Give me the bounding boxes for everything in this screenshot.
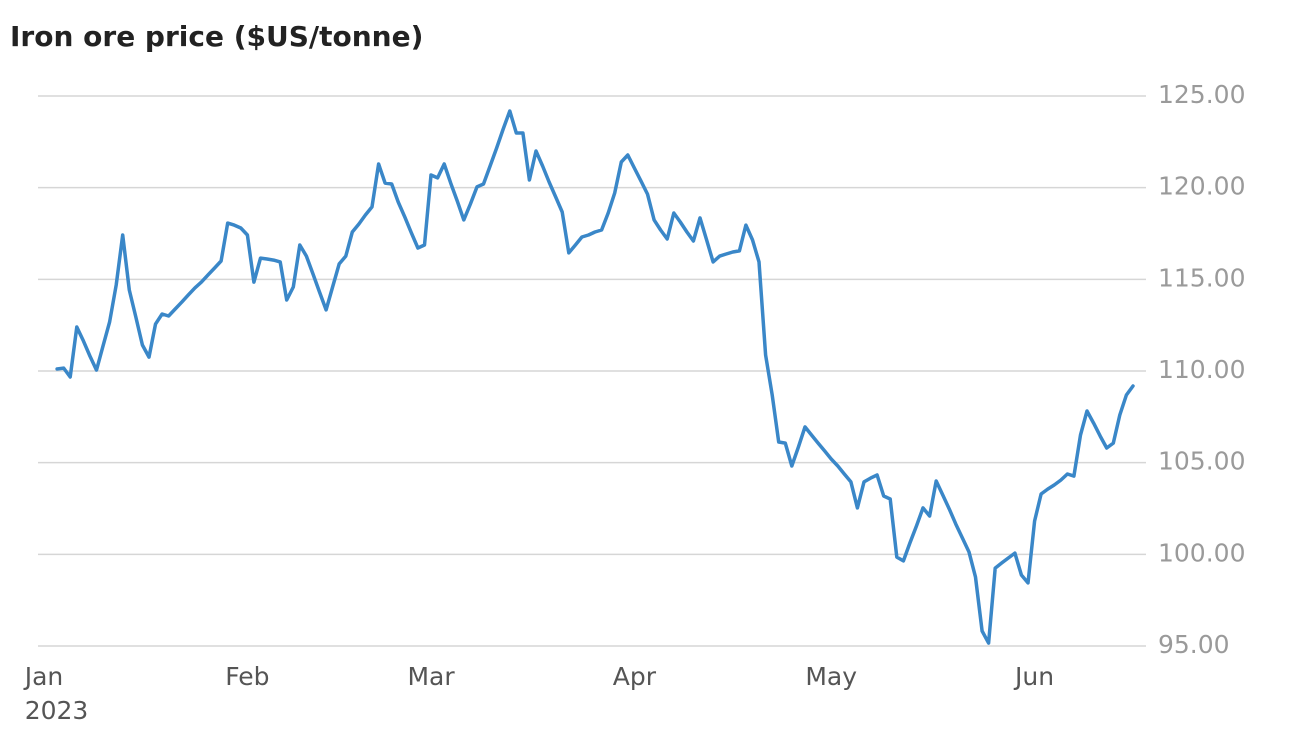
price-line	[55, 109, 1135, 645]
y-tick-label: 115.00	[1158, 263, 1245, 292]
y-tick-label: 120.00	[1158, 172, 1245, 201]
x-tick-label: Jan 2023	[24, 662, 89, 725]
x-tick-label: Feb	[225, 662, 270, 691]
x-tick-label: Apr	[612, 662, 657, 691]
y-tick-label: 125.00	[1158, 80, 1245, 109]
y-tick-label: 95.00	[1158, 630, 1230, 659]
x-tick-label: May	[805, 662, 858, 691]
x-tick-label: Mar	[407, 662, 455, 691]
chart-title: Iron ore price ($US/tonne)	[10, 20, 424, 53]
y-tick-label: 110.00	[1158, 355, 1245, 384]
x-tick-label: Jun	[1015, 662, 1055, 691]
y-tick-label: 100.00	[1158, 538, 1245, 567]
y-tick-label: 105.00	[1158, 447, 1245, 476]
